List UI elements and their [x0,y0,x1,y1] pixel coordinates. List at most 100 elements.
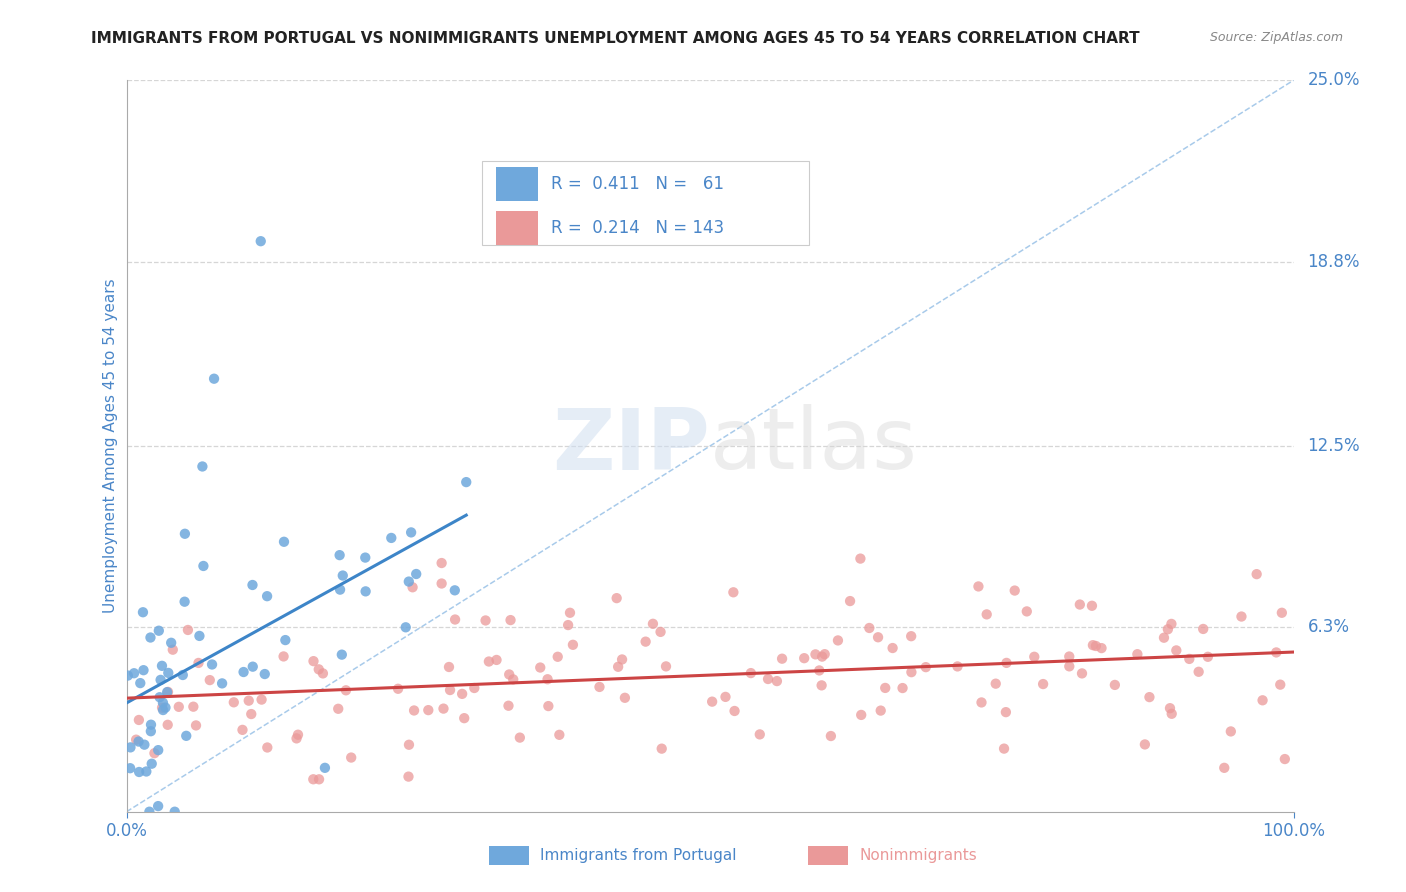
Point [970,695,993,709]
Point [557,618,579,632]
Point [858,621,880,635]
Point [232,665,254,679]
Point [900,665,922,680]
Point [1219,724,1241,739]
Point [804,648,827,662]
Point [128,734,150,748]
Point [332,568,354,582]
FancyBboxPatch shape [482,161,810,244]
Point [146,799,169,814]
Point [1271,606,1294,620]
Text: 25.0%: 25.0% [1308,71,1360,89]
Point [148,624,170,638]
Point [398,770,420,784]
Point [976,607,998,622]
Point [242,578,264,592]
Point [498,698,520,713]
Point [994,705,1017,719]
Text: 6.3%: 6.3% [1308,618,1350,636]
Point [222,695,245,709]
Point [398,738,420,752]
Point [174,526,197,541]
Point [478,655,501,669]
Point [1246,567,1268,582]
Point [650,624,672,639]
Point [418,703,440,717]
Point [607,660,630,674]
Point [1230,609,1253,624]
Point [134,738,156,752]
Point [1157,622,1180,636]
Point [499,613,522,627]
Point [537,699,560,714]
Point [1178,652,1201,666]
Point [132,605,155,619]
Point [430,556,453,570]
Point [1188,665,1211,679]
Point [529,660,551,674]
Text: Nonimmigrants: Nonimmigrants [859,848,977,863]
Point [606,591,628,606]
Text: 18.8%: 18.8% [1308,252,1360,270]
Bar [489,846,529,865]
Point [150,700,173,714]
Point [174,729,197,743]
Point [135,764,157,779]
Point [167,699,190,714]
Point [651,741,673,756]
Point [340,750,363,764]
Text: R =  0.411   N =   61: R = 0.411 N = 61 [551,176,724,194]
Point [1071,666,1094,681]
Point [155,700,177,714]
Point [723,704,745,718]
Point [162,642,184,657]
Point [1153,631,1175,645]
Text: Source: ZipAtlas.com: Source: ZipAtlas.com [1209,31,1343,45]
Point [1265,645,1288,659]
Point [395,620,418,634]
Point [700,695,723,709]
Point [184,718,207,732]
Point [380,531,402,545]
Point [851,707,873,722]
Point [766,674,789,689]
Point [172,668,194,682]
Point [536,672,558,686]
Point [849,551,872,566]
Point [1251,693,1274,707]
Point [839,594,862,608]
Point [156,685,179,699]
Point [238,693,260,707]
Point [1133,738,1156,752]
Point [1059,659,1081,673]
Point [160,636,183,650]
Point [891,681,914,695]
Point [502,673,524,687]
Point [430,576,453,591]
Point [1270,678,1292,692]
Point [328,702,350,716]
Point [191,459,214,474]
Point [302,654,325,668]
Point [946,659,969,673]
Point [312,666,335,681]
Point [548,728,571,742]
Point [329,548,352,562]
Point [444,613,467,627]
Point [156,718,179,732]
Text: 12.5%: 12.5% [1308,437,1360,455]
Point [335,683,357,698]
Point [868,630,890,644]
Point [451,687,474,701]
Point [256,740,278,755]
Point [723,585,745,599]
Point [1081,599,1104,613]
Point [354,550,377,565]
Point [1274,752,1296,766]
Point [808,664,831,678]
Point [432,701,454,715]
Point [354,584,377,599]
Y-axis label: Unemployment Among Ages 45 to 54 years: Unemployment Among Ages 45 to 54 years [103,278,118,614]
Point [187,656,209,670]
Point [610,652,633,666]
